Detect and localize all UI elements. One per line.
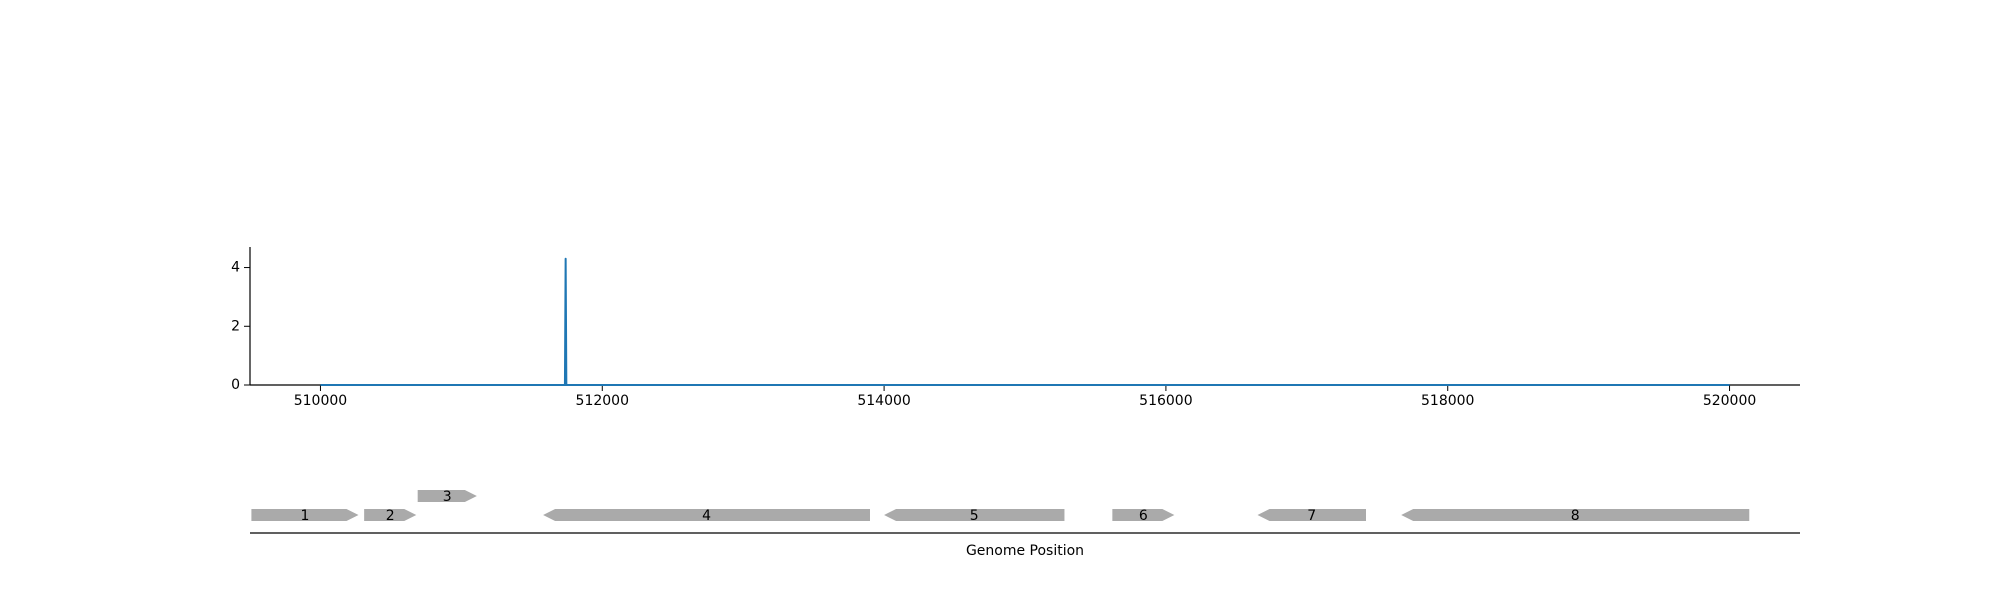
genes-layer: 1 2 3 4 5 6 7 8 [251,489,1750,524]
gene-arrow [417,490,477,502]
x-tick-label: 510000 [294,393,347,409]
y-tick-label: 0 [231,377,240,393]
series-layer [320,257,1730,386]
gene-label: 8 [1571,508,1580,524]
y-tick-label: 4 [231,260,240,276]
gene-label: 4 [702,508,711,524]
gene-label: 3 [443,489,452,505]
x-tick-label: 518000 [1421,393,1474,409]
gene-arrow [1401,509,1750,521]
y-ticks: 0 2 4 [231,260,250,393]
x-tick-label: 516000 [1139,393,1192,409]
x-ticks: 510000 512000 514000 516000 518000 520000 [294,385,1756,409]
gene-arrow [543,509,870,521]
gene-arrow [884,509,1065,521]
y-tick-label: 2 [231,318,240,334]
x-tick-label: 520000 [1703,393,1756,409]
gene-label: 6 [1139,508,1148,524]
gene-arrow [1257,509,1366,521]
gene-label: 7 [1307,508,1316,524]
gene-label: 2 [386,508,395,524]
genome-position-label: Genome Position [966,543,1084,559]
gene-arrow [1112,509,1175,521]
coverage-plot: 0 2 4 510000 512000 514000 516000 518000 520000 [231,247,1800,409]
gene-arrow [251,509,359,521]
coverage-series-line [320,257,1730,386]
gene-label: 5 [970,508,979,524]
gene-track: 1 2 3 4 5 6 7 8 Genome Position [250,489,1800,559]
x-tick-label: 514000 [857,393,910,409]
x-tick-label: 512000 [576,393,629,409]
gene-arrow [364,509,417,521]
gene-label: 1 [300,508,309,524]
